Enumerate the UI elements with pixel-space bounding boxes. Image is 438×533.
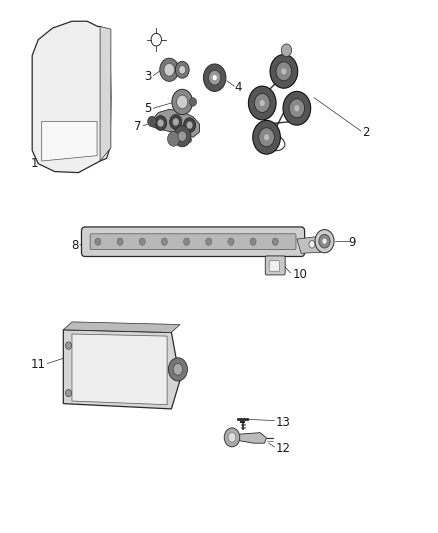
Text: 3: 3 [145,70,152,83]
Circle shape [206,238,212,245]
Circle shape [272,238,278,245]
Circle shape [190,98,197,106]
Circle shape [184,238,190,245]
Circle shape [315,230,334,253]
Text: 5: 5 [145,102,152,115]
Text: 6: 6 [184,133,192,147]
Circle shape [322,239,327,244]
Circle shape [66,342,71,349]
Circle shape [259,128,274,147]
Circle shape [253,120,280,154]
Circle shape [281,68,286,75]
Circle shape [203,64,226,91]
Circle shape [309,241,315,248]
Circle shape [158,119,164,127]
Circle shape [283,91,311,125]
Text: 11: 11 [31,358,46,370]
Polygon shape [64,322,180,333]
Circle shape [228,238,234,245]
Circle shape [270,54,298,88]
Circle shape [248,86,276,120]
Circle shape [260,100,265,106]
Circle shape [161,238,167,245]
Circle shape [319,235,330,248]
Circle shape [66,390,71,397]
Circle shape [250,238,256,245]
Text: 12: 12 [275,442,290,455]
FancyBboxPatch shape [81,227,304,256]
Polygon shape [100,27,111,161]
Circle shape [172,90,193,115]
Text: 1: 1 [31,157,38,170]
Text: 4: 4 [234,80,242,94]
Circle shape [179,66,186,74]
Circle shape [264,134,269,140]
Circle shape [177,95,188,109]
Circle shape [184,118,196,133]
FancyBboxPatch shape [269,261,279,271]
Circle shape [160,58,179,82]
Circle shape [254,93,270,112]
Polygon shape [238,433,267,443]
Circle shape [175,61,189,78]
Circle shape [173,118,179,126]
Text: 8: 8 [71,239,78,252]
Circle shape [228,433,236,442]
Circle shape [168,358,187,381]
Circle shape [117,238,123,245]
Polygon shape [42,122,97,161]
Text: 2: 2 [362,125,369,139]
Text: 7: 7 [134,120,141,133]
Polygon shape [152,109,200,138]
Text: 13: 13 [275,416,290,429]
Text: 10: 10 [293,268,307,281]
FancyBboxPatch shape [265,256,285,275]
Circle shape [294,105,300,111]
Circle shape [212,75,217,80]
Circle shape [208,70,221,85]
Circle shape [276,62,292,81]
Circle shape [224,428,240,447]
Circle shape [173,126,191,147]
Circle shape [164,63,174,76]
Circle shape [139,238,145,245]
FancyBboxPatch shape [90,234,296,249]
Circle shape [155,116,167,131]
Circle shape [178,131,187,141]
Circle shape [281,44,292,56]
Circle shape [289,99,304,118]
Circle shape [187,122,193,129]
Circle shape [170,115,182,130]
Polygon shape [297,237,321,253]
Polygon shape [72,334,167,405]
Circle shape [148,116,156,127]
Polygon shape [64,330,180,409]
Circle shape [173,364,183,375]
Circle shape [95,238,101,245]
Text: 9: 9 [349,236,356,249]
Polygon shape [32,21,111,173]
Circle shape [168,132,180,146]
